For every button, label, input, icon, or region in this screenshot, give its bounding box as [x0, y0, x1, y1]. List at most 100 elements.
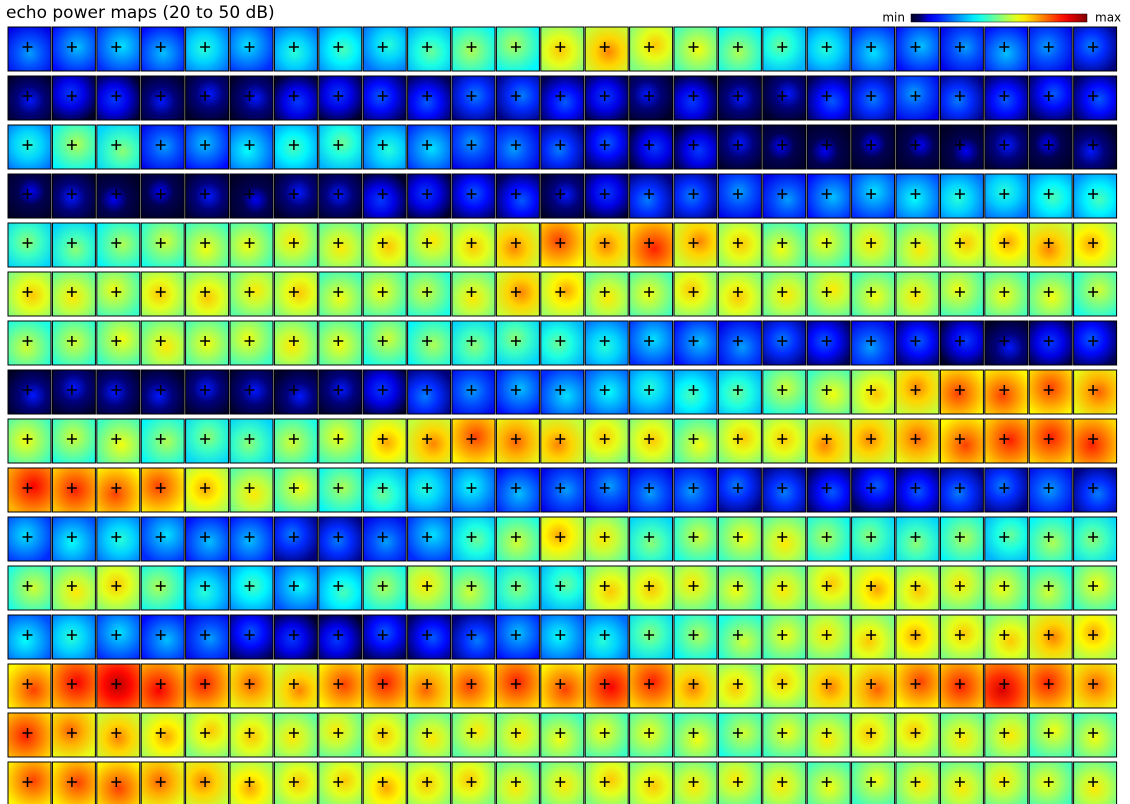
echo-map-tile: [96, 271, 141, 317]
crosshair: [1043, 777, 1054, 787]
echo-map-tile: [495, 565, 540, 611]
echo-map-tile: [51, 369, 96, 415]
crosshair: [999, 679, 1010, 689]
echo-map-tile: [673, 418, 718, 464]
crosshair: [777, 532, 788, 542]
crosshair: [954, 140, 965, 150]
crosshair: [466, 238, 477, 248]
crosshair: [333, 189, 344, 199]
crosshair: [910, 483, 921, 493]
crosshair: [1088, 385, 1099, 395]
crosshair: [244, 336, 255, 346]
echo-map-tile: [407, 222, 452, 268]
echo-map-tile: [495, 516, 540, 562]
echo-map-tile: [185, 565, 230, 611]
crosshair: [821, 91, 832, 101]
crosshair: [466, 630, 477, 640]
echo-map-tile: [806, 75, 851, 121]
crosshair: [821, 189, 832, 199]
echo-map-tile: [451, 761, 496, 804]
echo-map-tile: [495, 222, 540, 268]
crosshair: [999, 483, 1010, 493]
echo-map-tile: [362, 124, 407, 170]
crosshair: [599, 581, 610, 591]
crosshair: [555, 581, 566, 591]
echo-map-tile: [96, 75, 141, 121]
crosshair: [66, 483, 77, 493]
echo-map-tile: [362, 173, 407, 219]
echo-map-tile: [495, 320, 540, 366]
echo-map-tile: [362, 663, 407, 709]
crosshair: [1043, 532, 1054, 542]
crosshair: [555, 630, 566, 640]
echo-map-tile: [851, 75, 896, 121]
crosshair: [644, 434, 655, 444]
echo-map-tile: [762, 222, 807, 268]
crosshair: [644, 777, 655, 787]
echo-map-tile: [717, 75, 762, 121]
echo-map-tile: [806, 173, 851, 219]
echo-map-tile: [895, 320, 940, 366]
crosshair: [732, 189, 743, 199]
crosshair: [66, 140, 77, 150]
echo-map-tile: [96, 320, 141, 366]
colorbar-min-label: min: [882, 11, 905, 25]
crosshair: [821, 728, 832, 738]
crosshair: [244, 434, 255, 444]
echo-map-tile: [762, 712, 807, 758]
echo-map-tile: [140, 467, 185, 513]
echo-map-tile: [318, 173, 363, 219]
echo-map-tile: [273, 418, 318, 464]
crosshair: [377, 385, 388, 395]
crosshair: [644, 140, 655, 150]
echo-map-tile: [495, 271, 540, 317]
echo-map-tile: [806, 271, 851, 317]
crosshair: [466, 91, 477, 101]
echo-map-tile: [1028, 75, 1073, 121]
echo-map-tile: [762, 369, 807, 415]
crosshair: [244, 385, 255, 395]
echo-map-tile: [362, 516, 407, 562]
echo-map-tile: [806, 418, 851, 464]
echo-map-tile: [584, 614, 629, 660]
echo-map-tile: [939, 271, 984, 317]
crosshair: [288, 238, 299, 248]
echo-map-tile: [451, 124, 496, 170]
echo-map-tile: [318, 467, 363, 513]
echo-map-tile: [629, 271, 674, 317]
echo-map-tile: [273, 663, 318, 709]
crosshair: [288, 434, 299, 444]
crosshair: [155, 336, 166, 346]
crosshair: [200, 483, 211, 493]
crosshair: [1088, 287, 1099, 297]
echo-map-tile: [895, 418, 940, 464]
echo-map-tile: [140, 173, 185, 219]
echo-map-tile: [717, 418, 762, 464]
crosshair: [821, 777, 832, 787]
echo-map-tile: [495, 418, 540, 464]
echo-map-tile: [806, 712, 851, 758]
crosshair: [1088, 336, 1099, 346]
crosshair: [333, 679, 344, 689]
echo-map-tile: [984, 565, 1029, 611]
echo-map-tile: [717, 516, 762, 562]
crosshair: [510, 532, 521, 542]
echo-map-tile: [629, 712, 674, 758]
echo-map-tile: [51, 516, 96, 562]
crosshair: [1088, 630, 1099, 640]
echo-map-tile: [584, 26, 629, 72]
crosshair: [910, 679, 921, 689]
echo-map-tile: [762, 271, 807, 317]
echo-map-tile: [185, 614, 230, 660]
crosshair: [555, 238, 566, 248]
echo-map-tile: [451, 320, 496, 366]
echo-map-tile: [984, 712, 1029, 758]
crosshair: [954, 532, 965, 542]
echo-map-tile: [1073, 516, 1118, 562]
echo-map-tile: [762, 467, 807, 513]
crosshair: [644, 630, 655, 640]
crosshair: [333, 483, 344, 493]
crosshair: [999, 238, 1010, 248]
echo-map-tile: [96, 614, 141, 660]
crosshair: [555, 777, 566, 787]
